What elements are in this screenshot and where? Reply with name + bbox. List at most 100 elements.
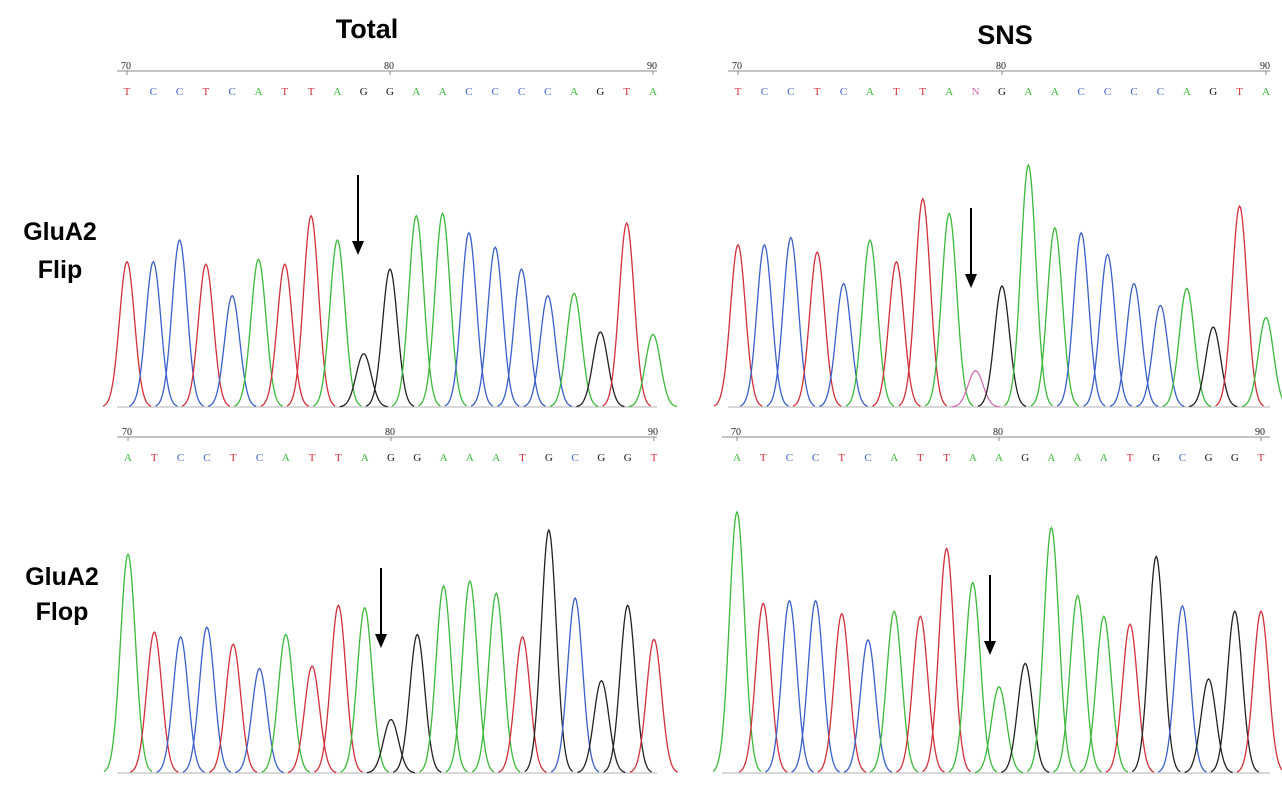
base-call: C: [465, 86, 472, 98]
peak: [603, 223, 651, 406]
ruler-number: 90: [1255, 427, 1265, 438]
ruler-number: 90: [1260, 61, 1270, 72]
base-call: T: [651, 452, 658, 464]
arrow-head: [965, 274, 977, 288]
peak: [419, 213, 467, 405]
base-call: A: [890, 452, 898, 464]
base-call: A: [945, 86, 953, 98]
base-call: G: [386, 86, 394, 98]
base-call: A: [255, 86, 263, 98]
peak: [262, 635, 310, 773]
base-call: G: [1021, 452, 1029, 464]
peak: [525, 530, 573, 772]
base-call: C: [761, 86, 768, 98]
peak: [287, 216, 335, 406]
peak: [1163, 288, 1211, 406]
base-call: T: [1127, 452, 1134, 464]
base-call: A: [1262, 86, 1270, 98]
base-call: G: [413, 452, 421, 464]
base-call: A: [333, 86, 341, 98]
base-call: C: [256, 452, 263, 464]
peak: [714, 245, 762, 406]
ruler-number: 90: [648, 427, 658, 438]
base-call: T: [308, 86, 315, 98]
base-call: A: [733, 452, 741, 464]
peak: [975, 687, 1023, 773]
base-call: G: [360, 86, 368, 98]
arrow-head: [984, 641, 996, 655]
peak: [130, 632, 178, 772]
base-call: C: [150, 86, 157, 98]
peak: [550, 293, 598, 406]
peak: [446, 581, 494, 772]
base-call: T: [814, 86, 821, 98]
base-call: C: [1157, 86, 1164, 98]
figure: Total SNS GluA2 Flip GluA2 Flop 708090TC…: [0, 0, 1282, 787]
base-call: C: [1179, 452, 1186, 464]
peak: [367, 720, 415, 773]
base-call: A: [1183, 86, 1191, 98]
base-call: A: [440, 452, 448, 464]
base-call: A: [649, 86, 657, 98]
base-call: C: [177, 452, 184, 464]
peak: [952, 371, 1000, 407]
base-call: C: [229, 86, 236, 98]
ruler-number: 70: [121, 61, 131, 72]
ruler-number: 70: [122, 427, 132, 438]
peak: [1216, 206, 1264, 406]
peak: [314, 605, 362, 772]
base-call: C: [1104, 86, 1111, 98]
base-call: T: [623, 86, 630, 98]
peak: [103, 262, 151, 406]
peak: [288, 666, 336, 772]
base-call: A: [492, 452, 500, 464]
row-label: GluA2: [23, 218, 97, 246]
peak: [1031, 228, 1079, 406]
base-call: G: [1205, 452, 1213, 464]
base-call: C: [544, 86, 551, 98]
base-call: T: [760, 452, 767, 464]
peak: [104, 554, 152, 771]
base-call: G: [597, 452, 605, 464]
peak: [1132, 556, 1180, 771]
peak: [1189, 327, 1237, 406]
base-call: N: [972, 86, 980, 98]
base-call: G: [545, 452, 553, 464]
base-call: C: [518, 86, 525, 98]
base-call: A: [995, 452, 1003, 464]
ruler-number: 80: [993, 427, 1003, 438]
peak: [208, 296, 256, 407]
base-call: C: [786, 452, 793, 464]
base-call: C: [571, 452, 578, 464]
base-call: C: [787, 86, 794, 98]
base-call: C: [864, 452, 871, 464]
base-call: C: [1130, 86, 1137, 98]
arrow-head: [352, 241, 364, 255]
peak: [1158, 606, 1206, 772]
base-call: T: [335, 452, 342, 464]
base-call: C: [492, 86, 499, 98]
peak: [713, 512, 761, 771]
arrow-head: [375, 634, 387, 648]
base-call: C: [840, 86, 847, 98]
base-call: T: [230, 452, 237, 464]
base-call: A: [1024, 86, 1032, 98]
row-label: Flop: [36, 598, 89, 626]
base-call: G: [998, 86, 1006, 98]
peak: [767, 238, 815, 406]
base-call: T: [893, 86, 900, 98]
row-label: GluA2: [25, 563, 99, 591]
base-call: T: [124, 86, 131, 98]
base-call: A: [1074, 452, 1082, 464]
base-call: G: [1209, 86, 1217, 98]
base-call: A: [361, 452, 369, 464]
base-call: A: [282, 452, 290, 464]
base-call: C: [203, 452, 210, 464]
peak: [629, 334, 677, 406]
base-call: T: [1258, 452, 1265, 464]
peak: [183, 627, 231, 772]
base-call: C: [176, 86, 183, 98]
ruler-number: 80: [385, 427, 395, 438]
peak: [235, 259, 283, 406]
base-call: A: [466, 452, 474, 464]
